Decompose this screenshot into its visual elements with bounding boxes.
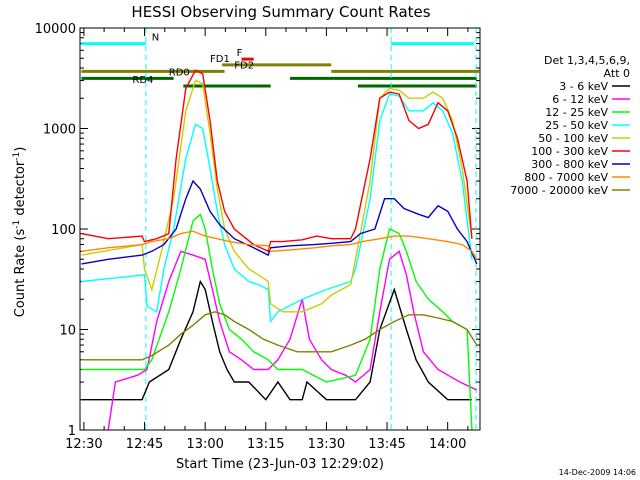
y-label-part2: detector bbox=[13, 160, 28, 220]
series-line bbox=[81, 230, 478, 260]
state-bar-label: RD0 bbox=[169, 67, 190, 78]
y-label-part3: ) bbox=[13, 147, 28, 152]
y-label-sup2: -1 bbox=[12, 152, 22, 161]
y-axis-label: Count Rate (s-1 detector-1) bbox=[12, 147, 28, 318]
vertical-lines-group bbox=[145, 28, 477, 430]
y-tick-labels: 1 10 100 1000 10000 bbox=[35, 22, 76, 439]
y-label-sup1: -1 bbox=[12, 220, 22, 229]
series-line bbox=[81, 93, 473, 324]
x-tick-labels: 12:30 12:45 13:00 13:15 13:30 13:45 14:00 bbox=[65, 437, 466, 452]
x-tick-label: 13:15 bbox=[247, 437, 284, 452]
series-group bbox=[81, 69, 478, 431]
y-tick-label: 1000 bbox=[43, 123, 76, 138]
chart-title: HESSI Observing Summary Count Rates bbox=[131, 3, 430, 21]
legend-entry-label: 3 - 6 keV bbox=[559, 80, 608, 93]
legend-entry-label: 100 - 300 keV bbox=[531, 145, 608, 158]
state-bar-label: F bbox=[237, 48, 243, 59]
legend-entry-label: 6 - 12 keV bbox=[552, 93, 608, 106]
x-tick-label: 13:45 bbox=[368, 437, 405, 452]
series-line bbox=[81, 69, 473, 253]
generation-timestamp: 14-Dec-2009 14:06 bbox=[559, 468, 636, 477]
legend-entry-label: 300 - 800 keV bbox=[531, 158, 608, 171]
state-bar-label: RD4 bbox=[132, 75, 153, 86]
legend-entry-label: 7000 - 20000 keV bbox=[510, 184, 608, 197]
series-line bbox=[81, 79, 473, 313]
state-bar-label: FD1 bbox=[210, 54, 230, 65]
series-line bbox=[81, 213, 473, 431]
y-tick-label: 1 bbox=[68, 424, 76, 439]
x-tick-label: 13:00 bbox=[186, 437, 223, 452]
y-tick-label: 10000 bbox=[35, 22, 76, 37]
series-line bbox=[81, 311, 478, 361]
legend-entry-label: 25 - 50 keV bbox=[545, 119, 608, 132]
x-tick-label: 14:00 bbox=[429, 437, 466, 452]
y-label-part1: Count Rate (s bbox=[13, 229, 28, 318]
state-bar-label: FD2 bbox=[234, 60, 254, 71]
series-line bbox=[107, 250, 478, 431]
legend-header-2: Att 0 bbox=[604, 67, 630, 80]
legend-header-1: Det 1,3,4,5,6,9, bbox=[544, 54, 630, 67]
x-tick-label: 13:30 bbox=[308, 437, 345, 452]
legend-entry-label: 50 - 100 keV bbox=[538, 132, 608, 145]
x-tick-label: 12:30 bbox=[65, 437, 102, 452]
y-tick-label: 10 bbox=[59, 324, 76, 339]
series-line bbox=[81, 179, 478, 265]
state-bar-label: N bbox=[152, 33, 159, 44]
series-line bbox=[81, 279, 472, 401]
x-tick-label: 12:45 bbox=[126, 437, 163, 452]
x-axis-label: Start Time (23-Jun-03 12:29:02) bbox=[176, 457, 384, 472]
legend-entry-label: 800 - 7000 keV bbox=[524, 171, 608, 184]
y-tick-label: 100 bbox=[51, 223, 76, 238]
legend-entry-label: 12 - 25 keV bbox=[545, 106, 608, 119]
plot-frame bbox=[79, 27, 481, 431]
state-bars-group: N F FD1 FD2 RD0 RD4 bbox=[81, 33, 480, 88]
